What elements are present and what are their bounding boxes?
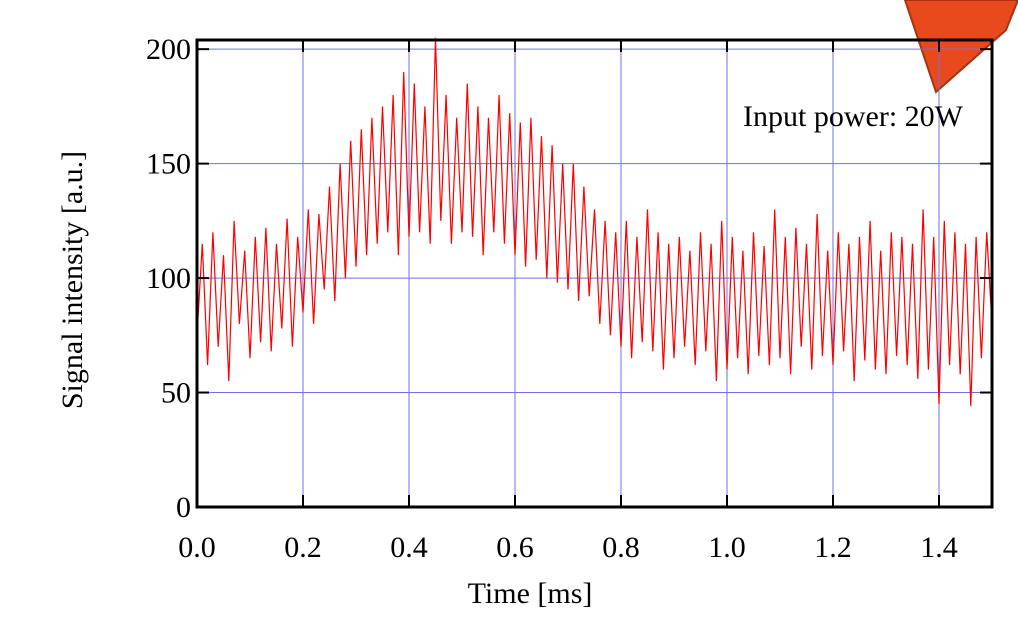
y-tick-label: 50 — [161, 377, 191, 410]
x-tick-label: 1.4 — [920, 531, 958, 564]
x-tick-label: 1.2 — [814, 531, 852, 564]
x-tick-label: 0.4 — [390, 531, 428, 564]
x-tick-label: 0.2 — [284, 531, 322, 564]
x-tick-label: 1.0 — [708, 531, 746, 564]
y-tick-label: 150 — [146, 148, 191, 181]
y-axis-title: Signal intensity [a.u.] — [56, 151, 89, 409]
x-tick-label: 0.6 — [496, 531, 534, 564]
x-tick-label: 0.8 — [602, 531, 640, 564]
plot-frame — [195, 38, 994, 509]
annotation: Input power: 20W — [743, 100, 964, 133]
x-axis-title: Time [ms] — [468, 577, 593, 610]
arrow-decoration — [903, 0, 1018, 94]
y-tick-label: 200 — [146, 33, 191, 66]
y-tick-label: 0 — [176, 491, 191, 524]
signal-line — [196, 37, 993, 407]
x-tick-label: 0.0 — [178, 531, 216, 564]
y-tick-label: 100 — [146, 262, 191, 295]
